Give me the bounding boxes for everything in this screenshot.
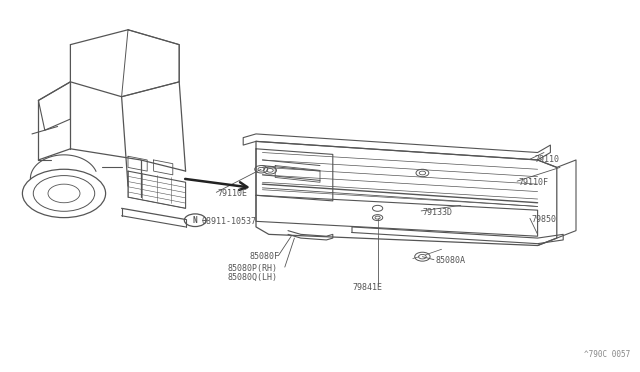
- Text: 79133D: 79133D: [422, 208, 452, 217]
- Text: 79110F: 79110F: [518, 178, 548, 187]
- Text: ^790C 0057: ^790C 0057: [584, 350, 630, 359]
- Text: 79110E: 79110E: [218, 189, 248, 198]
- Text: 85080F: 85080F: [250, 252, 280, 261]
- Text: 08911-10537: 08911-10537: [202, 217, 257, 226]
- Text: 79841E: 79841E: [352, 283, 382, 292]
- Text: 79850: 79850: [531, 215, 556, 224]
- Text: 85080A: 85080A: [435, 256, 465, 265]
- Text: 79110: 79110: [534, 155, 559, 164]
- Text: 85080P(RH): 85080P(RH): [227, 264, 277, 273]
- Text: 85080Q(LH): 85080Q(LH): [227, 273, 277, 282]
- Text: N: N: [193, 216, 198, 225]
